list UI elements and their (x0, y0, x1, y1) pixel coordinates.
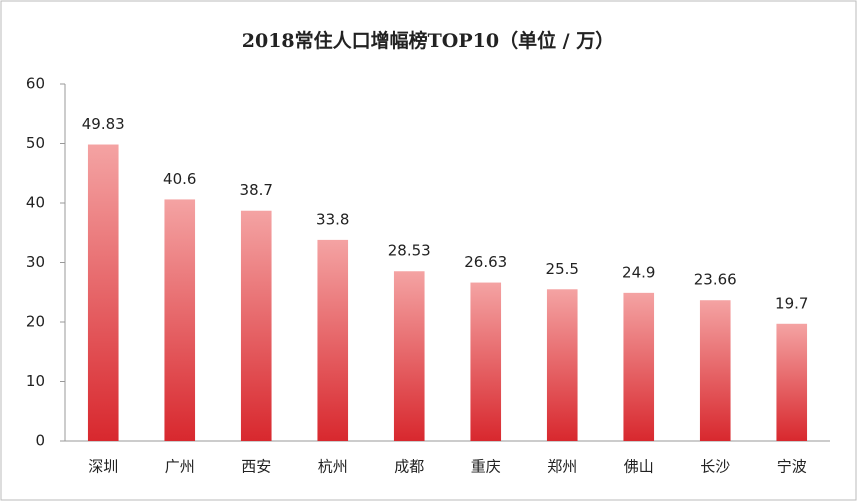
bar (623, 292, 655, 441)
y-tick-label: 40 (26, 194, 45, 212)
y-tick-label: 0 (35, 432, 45, 450)
data-label: 33.8 (316, 210, 349, 228)
data-label: 40.6 (163, 170, 196, 188)
y-tick-label: 20 (26, 313, 45, 331)
data-label: 19.7 (775, 294, 808, 312)
bar (317, 239, 349, 441)
bar (699, 300, 731, 441)
x-tick-label: 郑州 (547, 458, 577, 476)
bar (470, 282, 502, 441)
bar (776, 323, 808, 441)
x-tick-label: 重庆 (471, 458, 501, 476)
y-tick-label: 50 (26, 134, 45, 152)
y-tick-label: 60 (26, 75, 45, 93)
bar (546, 289, 578, 441)
bar (393, 271, 425, 441)
bar (240, 210, 272, 441)
x-tick-label: 宁波 (777, 458, 807, 476)
x-tick-label: 佛山 (624, 458, 654, 476)
data-label: 23.66 (694, 271, 737, 289)
y-tick-label: 10 (26, 372, 45, 390)
chart-title: 2018常住人口增幅榜TOP10（单位 / 万） (242, 29, 614, 52)
x-tick-label: 西安 (241, 458, 271, 476)
data-label: 26.63 (464, 253, 507, 271)
y-tick-label: 30 (26, 253, 45, 271)
x-tick-label: 杭州 (318, 458, 348, 476)
x-tick-label: 广州 (165, 458, 195, 476)
data-label: 25.5 (546, 260, 579, 278)
data-label: 24.9 (622, 263, 655, 281)
data-label: 38.7 (240, 181, 273, 199)
bar (87, 144, 119, 441)
data-label: 28.53 (388, 242, 431, 260)
x-tick-label: 成都 (394, 458, 424, 476)
bar (164, 199, 196, 441)
x-tick-label: 长沙 (700, 458, 730, 476)
x-tick-label: 深圳 (88, 458, 118, 476)
data-label: 49.83 (82, 115, 125, 133)
